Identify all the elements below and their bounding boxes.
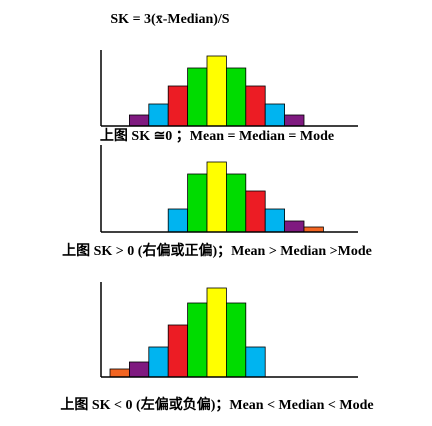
bar <box>245 190 266 233</box>
bar <box>225 67 247 127</box>
bar <box>187 67 208 127</box>
caption: 上图 SK ≅0 ；Mean = Median = Mode <box>100 128 334 144</box>
bar <box>264 103 286 127</box>
bar <box>109 368 130 378</box>
bar <box>264 208 286 233</box>
bar <box>167 85 188 127</box>
bar <box>284 220 305 233</box>
bar <box>148 346 169 378</box>
bar <box>128 361 150 378</box>
bar <box>245 85 266 127</box>
caption: 上图 SK < 0 (左偏或负偏)；Mean < Median < Mode <box>60 396 373 413</box>
bar <box>284 114 305 127</box>
caption: 上图 SK > 0 (右偏或正偏)；Mean > Median >Mode <box>62 242 372 259</box>
bar <box>167 208 188 233</box>
bar <box>225 173 247 233</box>
bar <box>245 346 266 378</box>
bar <box>187 302 208 378</box>
bar <box>206 161 227 233</box>
bar <box>128 114 150 127</box>
bar <box>206 55 227 127</box>
bar <box>167 324 188 378</box>
bar <box>187 173 208 233</box>
bar <box>206 287 227 378</box>
bar <box>148 103 169 127</box>
formula-title: SK = 3(x̄-Median)/S <box>110 12 229 27</box>
bar <box>225 302 247 378</box>
